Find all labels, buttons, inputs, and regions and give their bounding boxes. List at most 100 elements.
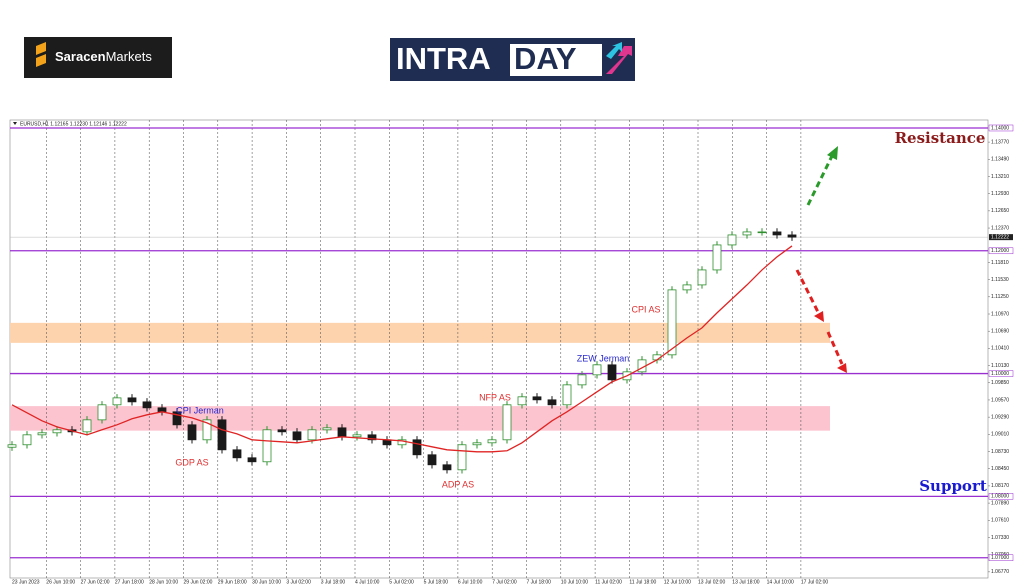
x-tick-label: 7 Jul 18:00 xyxy=(527,579,552,585)
candle-body xyxy=(562,384,572,406)
x-tick-label: 11 Jul 18:00 xyxy=(629,579,656,585)
level-label: 1.14000 xyxy=(991,125,1009,131)
y-tick-label: 1.11250 xyxy=(991,294,1009,300)
event-annotation: GDP AS xyxy=(175,457,208,467)
down-arrow-head xyxy=(837,363,847,373)
candle-body xyxy=(517,396,527,406)
candle-body xyxy=(172,411,182,426)
x-tick-label: 26 Jun 10:00 xyxy=(46,579,75,585)
moving-average xyxy=(11,245,793,453)
level-label: 1.10000 xyxy=(991,371,1009,377)
levels xyxy=(10,127,988,559)
candle-body xyxy=(232,449,242,459)
banner-boxed: DAY xyxy=(514,41,577,76)
candle-body xyxy=(502,404,512,441)
x-tick-label: 29 Jun 18:00 xyxy=(218,579,247,585)
candle-body xyxy=(307,429,317,441)
event-annotation: CPI AS xyxy=(631,304,660,314)
plot-frame xyxy=(9,119,989,579)
banner-arrow-cyan xyxy=(606,42,622,59)
candle-body xyxy=(337,427,347,438)
candle-body xyxy=(697,269,707,286)
event-annotation: ADP AS xyxy=(442,479,474,489)
candle-body xyxy=(712,244,722,271)
level-label-box xyxy=(988,124,1014,132)
y-tick-label: 1.07330 xyxy=(991,535,1009,541)
up-arrow-line xyxy=(806,155,834,206)
up-arrow-head xyxy=(827,146,838,160)
x-tick-label: 28 Jun 10:00 xyxy=(149,579,178,585)
x-tick-label: 29 Jun 02:00 xyxy=(184,579,213,585)
y-tick-label: 1.08170 xyxy=(991,483,1009,489)
x-tick-label: 6 Jul 10:00 xyxy=(458,579,483,585)
candle-body xyxy=(472,442,482,446)
candle-body xyxy=(202,419,212,441)
candle-body xyxy=(442,464,452,471)
candle-body xyxy=(322,427,332,431)
y-tick-label: 1.10690 xyxy=(991,329,1009,335)
level-label-box xyxy=(988,247,1014,255)
current-price-box xyxy=(989,234,1013,241)
x-tick-label: 27 Jun 18:00 xyxy=(115,579,144,585)
candle-body xyxy=(532,396,542,401)
candle-body xyxy=(22,434,32,446)
candle-body xyxy=(457,444,467,471)
y-tick-label: 1.09010 xyxy=(991,432,1009,438)
y-tick-label: 1.06770 xyxy=(991,569,1009,575)
event-annotation: ZEW Jerman xyxy=(577,353,630,363)
y-tick-label: 1.07610 xyxy=(991,518,1009,524)
y-tick-label: 1.13210 xyxy=(991,174,1009,180)
candle-body xyxy=(52,429,62,434)
resistance-label: Resistance xyxy=(895,129,986,147)
candle-body xyxy=(82,419,92,433)
x-tick-label: 11 Jul 02:00 xyxy=(595,579,622,585)
candles xyxy=(7,228,797,474)
level-label: 1.08000 xyxy=(991,494,1009,500)
y-tick-label: 1.13490 xyxy=(991,157,1009,163)
candle-body xyxy=(142,401,152,409)
candle-body xyxy=(427,454,437,466)
x-tick-label: 17 Jul 02:00 xyxy=(801,579,828,585)
level-label-box xyxy=(988,370,1014,377)
x-tick-label: 3 Jul 02:00 xyxy=(286,579,311,585)
candle-body xyxy=(412,439,422,456)
level-label-box xyxy=(988,554,1014,561)
y-tick-label: 1.09290 xyxy=(991,414,1009,420)
candle-body xyxy=(367,434,377,441)
x-tick-label: 5 Jul 02:00 xyxy=(389,579,414,585)
candle-body xyxy=(607,364,617,381)
y-tick-label: 1.11810 xyxy=(991,260,1009,266)
current-price-label: 1.12222 xyxy=(991,234,1009,240)
y-tick-label: 1.09850 xyxy=(991,380,1009,386)
banner: INTRA DAY xyxy=(390,38,635,81)
x-tick-label: 3 Jul 18:00 xyxy=(321,579,346,585)
candle-body xyxy=(757,231,767,234)
candle-body xyxy=(127,397,137,403)
x-tick-label: 12 Jul 10:00 xyxy=(664,579,691,585)
x-tick-label: 5 Jul 18:00 xyxy=(424,579,449,585)
level-label: 1.07000 xyxy=(991,555,1009,561)
candle-body xyxy=(7,444,17,448)
brand-logo: SaracenMarkets xyxy=(24,37,172,78)
x-tick-label: 13 Jul 18:00 xyxy=(732,579,759,585)
y-tick-label: 1.10130 xyxy=(991,363,1009,369)
candle-body xyxy=(247,457,257,463)
brand-text: SaracenMarkets xyxy=(55,49,152,64)
candle-body xyxy=(217,419,227,451)
level-label-box xyxy=(988,493,1014,500)
y-tick-label: 1.10410 xyxy=(991,346,1009,352)
x-tick-label: 10 Jul 10:00 xyxy=(561,579,588,585)
banner-inner-box xyxy=(510,44,602,76)
candle-body xyxy=(292,431,302,441)
y-tick-label: 1.12370 xyxy=(991,225,1009,231)
event-annotation: NFP AS xyxy=(479,392,511,402)
candle-body xyxy=(352,434,362,438)
candle-body xyxy=(577,374,587,386)
down-arrow-head xyxy=(814,311,824,322)
candle-body xyxy=(97,404,107,421)
candle-body xyxy=(277,429,287,433)
candle-body xyxy=(187,424,197,441)
zone xyxy=(10,322,830,343)
